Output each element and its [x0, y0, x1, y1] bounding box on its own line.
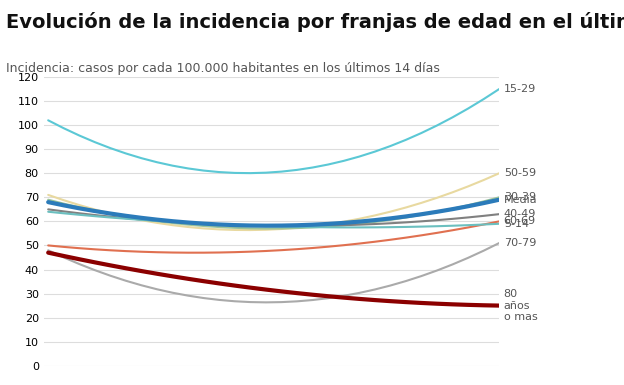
Text: Evolución de la incidencia por franjas de edad en el último mes: Evolución de la incidencia por franjas d…	[6, 12, 624, 32]
Text: Media: Media	[504, 195, 537, 205]
Text: 60-69: 60-69	[504, 216, 536, 226]
Text: 5-14: 5-14	[504, 219, 529, 229]
Text: 70-79: 70-79	[504, 238, 536, 248]
Text: 50-59: 50-59	[504, 168, 536, 178]
Text: 30-39: 30-39	[504, 192, 536, 202]
Text: Incidencia: casos por cada 100.000 habitantes en los últimos 14 días: Incidencia: casos por cada 100.000 habit…	[6, 62, 440, 75]
Text: 40-49: 40-49	[504, 209, 536, 219]
Text: 80
años
o mas: 80 años o mas	[504, 289, 537, 322]
Text: 15-29: 15-29	[504, 84, 536, 94]
